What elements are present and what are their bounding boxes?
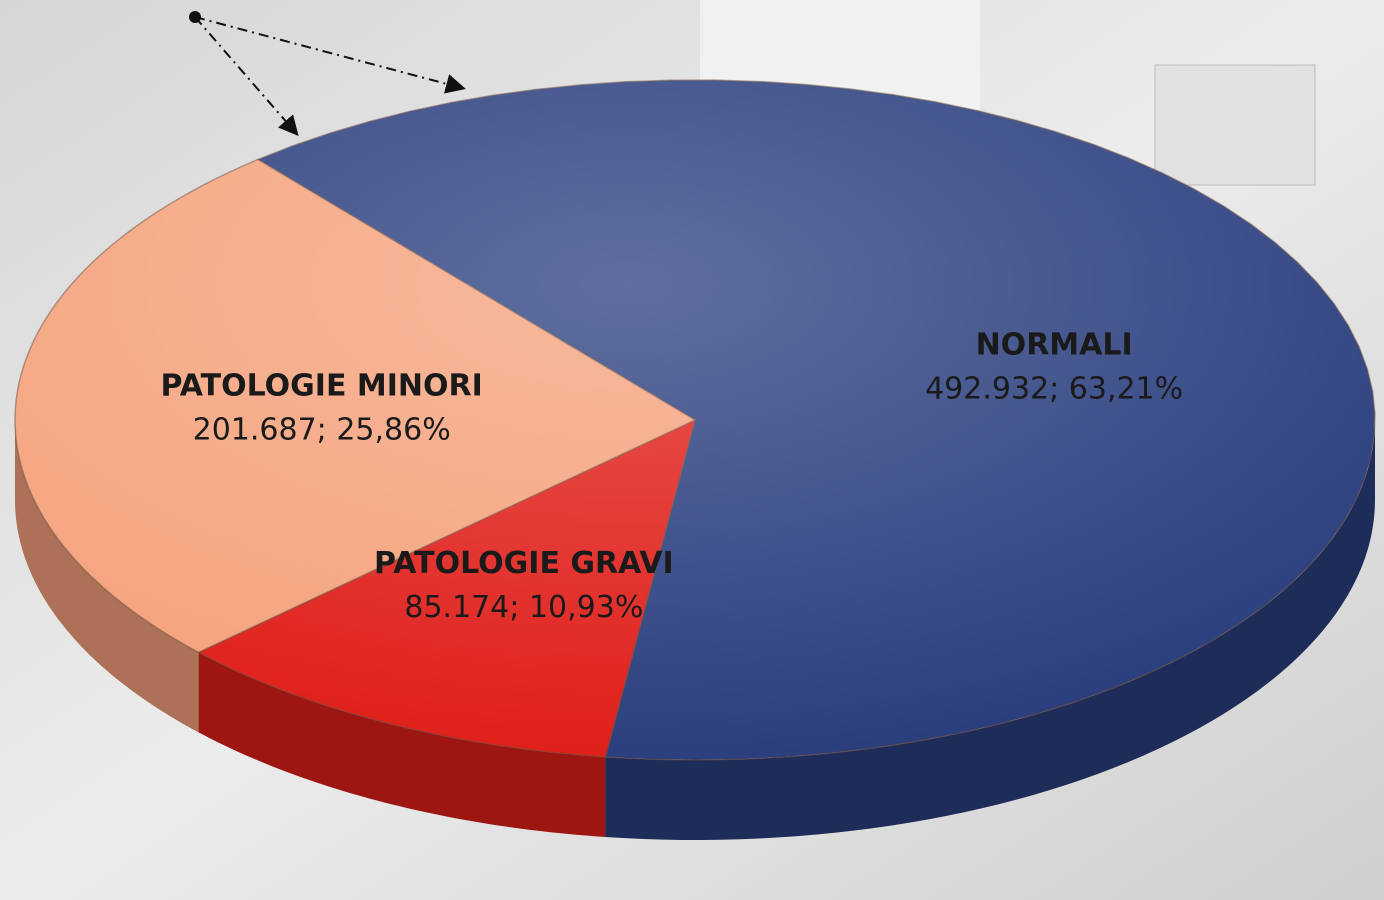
slice-label: NORMALI (976, 327, 1133, 362)
background-monitor (1154, 64, 1316, 186)
slice-value-label: 492.932; 63,21% (925, 371, 1183, 406)
slice-label: PATOLOGIE MINORI (161, 368, 483, 403)
arrow (194, 16, 299, 137)
slice-value-label: 201.687; 25,86% (193, 412, 451, 447)
labels: NORMALI 492.932; 63,21% PATOLOGIE GRAVI 85.… (161, 327, 1184, 625)
pie (14, 79, 1376, 840)
arrow (194, 16, 466, 94)
slice-label: PATOLOGIE GRAVI (374, 546, 674, 581)
slice-value-label: 85.174; 10,93% (404, 590, 643, 625)
